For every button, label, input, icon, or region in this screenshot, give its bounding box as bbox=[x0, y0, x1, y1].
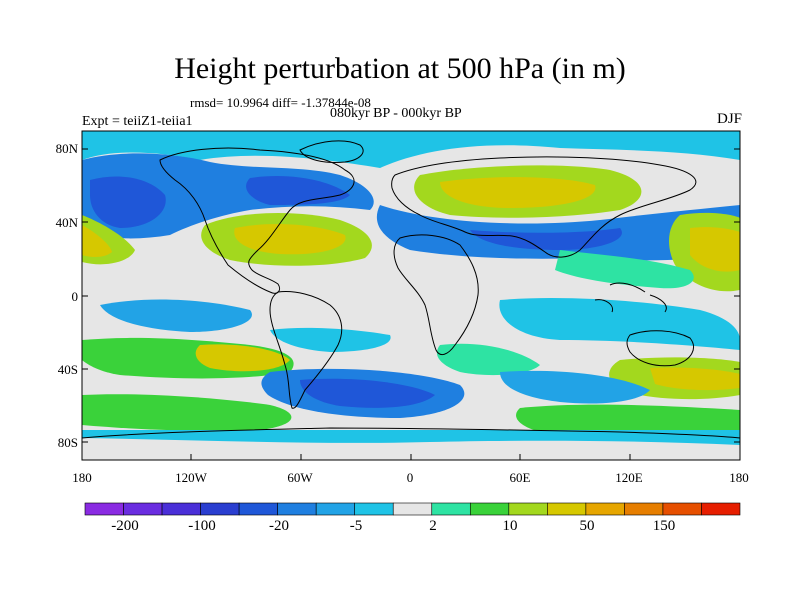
period-text: 080kyr BP - 000kyr BP bbox=[330, 106, 462, 121]
lon-tick-label: 120W bbox=[175, 470, 207, 485]
colorbar-swatch bbox=[547, 502, 587, 516]
lat-tick-label: 0 bbox=[71, 289, 79, 304]
lon-tick-label: 0 bbox=[406, 470, 414, 485]
colorbar bbox=[84, 502, 741, 516]
australia-outline bbox=[626, 330, 694, 367]
colorbar-swatch bbox=[200, 502, 240, 516]
eurasia-outline bbox=[391, 156, 697, 258]
south-atlantic-trough-core bbox=[300, 378, 435, 408]
south-indian-trough bbox=[500, 370, 650, 404]
arctic-band bbox=[82, 131, 740, 168]
colorbar-swatch bbox=[238, 502, 278, 516]
colorbar-swatch bbox=[354, 502, 394, 516]
asia-trough-core bbox=[470, 228, 622, 250]
lon-tick-label: 120E bbox=[615, 470, 643, 485]
lon-tick-label: 60E bbox=[509, 470, 531, 485]
colorbar-label: -5 bbox=[349, 518, 363, 534]
colorbar-swatch bbox=[123, 502, 163, 516]
west-edge-high-core bbox=[82, 225, 112, 257]
south-pacific-high-core bbox=[195, 344, 290, 372]
tropical-band bbox=[555, 250, 694, 289]
south-indian-high-core bbox=[650, 367, 740, 391]
colorbar-label: -20 bbox=[269, 518, 289, 534]
contour-field bbox=[82, 131, 740, 460]
greenland-outline bbox=[299, 140, 364, 163]
antarctica-outline bbox=[82, 427, 740, 439]
lon-tick-label: 180 bbox=[729, 470, 749, 485]
colorbar-swatch bbox=[315, 502, 356, 516]
lon-tick-label: 60W bbox=[287, 470, 313, 485]
colorbar-label: 2 bbox=[429, 518, 437, 534]
lat-tick-label: 40S bbox=[57, 362, 78, 377]
eurasia-high-core bbox=[440, 177, 596, 208]
colorbar-swatch bbox=[508, 502, 548, 516]
colorbar-swatch bbox=[469, 502, 510, 516]
colorbar-swatch bbox=[701, 502, 741, 516]
lon-tick-label: 180 bbox=[72, 470, 92, 485]
rmsd-diff-text: rmsd= 10.9964 diff= -1.37844e-08 bbox=[190, 95, 371, 110]
antarctic-green-west bbox=[82, 394, 292, 431]
colorbar-swatch bbox=[585, 502, 625, 516]
south-africa-green bbox=[436, 343, 540, 376]
east-pacific-high-core bbox=[690, 227, 740, 272]
pacific-low-core bbox=[90, 176, 166, 228]
lat-tick-label: 80N bbox=[55, 141, 78, 156]
experiment-label: Expt = teiiZ1-teiia1 bbox=[82, 114, 193, 129]
lat-tick-label: 40N bbox=[55, 215, 78, 230]
indonesia-outline bbox=[594, 282, 667, 313]
lat-tick-label: 80S bbox=[57, 435, 78, 450]
page-title: Height perturbation at 500 hPa (in m) bbox=[174, 52, 626, 85]
south-pacific-blue bbox=[100, 299, 252, 332]
colorbar-swatch bbox=[277, 502, 317, 516]
coastlines bbox=[82, 140, 740, 439]
north-america-outline bbox=[159, 147, 355, 294]
season-label: DJF bbox=[716, 111, 742, 127]
antarctic-neutral bbox=[82, 438, 740, 460]
colorbar-label: -100 bbox=[188, 518, 216, 534]
indian-ocean-cyan bbox=[499, 298, 740, 350]
colorbar-swatch bbox=[84, 502, 124, 516]
colorbar-swatch bbox=[662, 502, 702, 516]
colorbar-swatch bbox=[624, 502, 664, 516]
africa-outline bbox=[393, 234, 479, 356]
south-america-outline bbox=[269, 291, 343, 409]
colorbar-label: 50 bbox=[579, 518, 595, 534]
colorbar-swatch bbox=[161, 502, 201, 516]
colorbar-label: 10 bbox=[502, 518, 518, 534]
colorbar-label: -200 bbox=[111, 518, 139, 534]
axis-ticks bbox=[82, 148, 740, 460]
colorbar-swatch bbox=[431, 502, 471, 516]
south-atlantic-cyan bbox=[270, 327, 391, 352]
colorbar-swatch bbox=[392, 502, 433, 516]
colorbar-label: 150 bbox=[652, 518, 676, 534]
